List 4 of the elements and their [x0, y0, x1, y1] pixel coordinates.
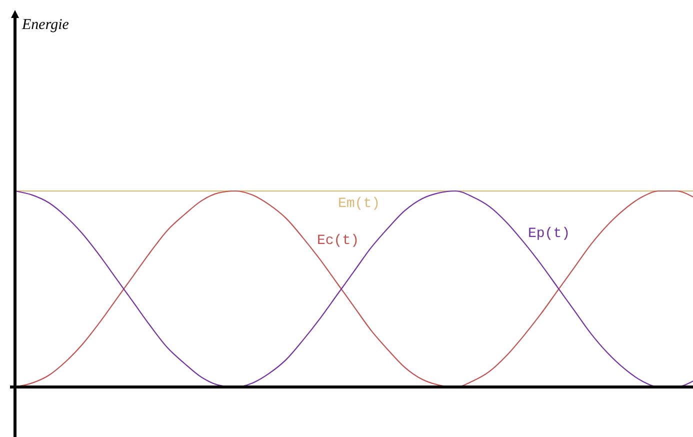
series-label: Ep(t)	[528, 226, 570, 242]
text: Energie	[21, 17, 70, 33]
series-label: Ec(t)	[317, 233, 360, 249]
series-label: Em(t)	[338, 196, 380, 212]
